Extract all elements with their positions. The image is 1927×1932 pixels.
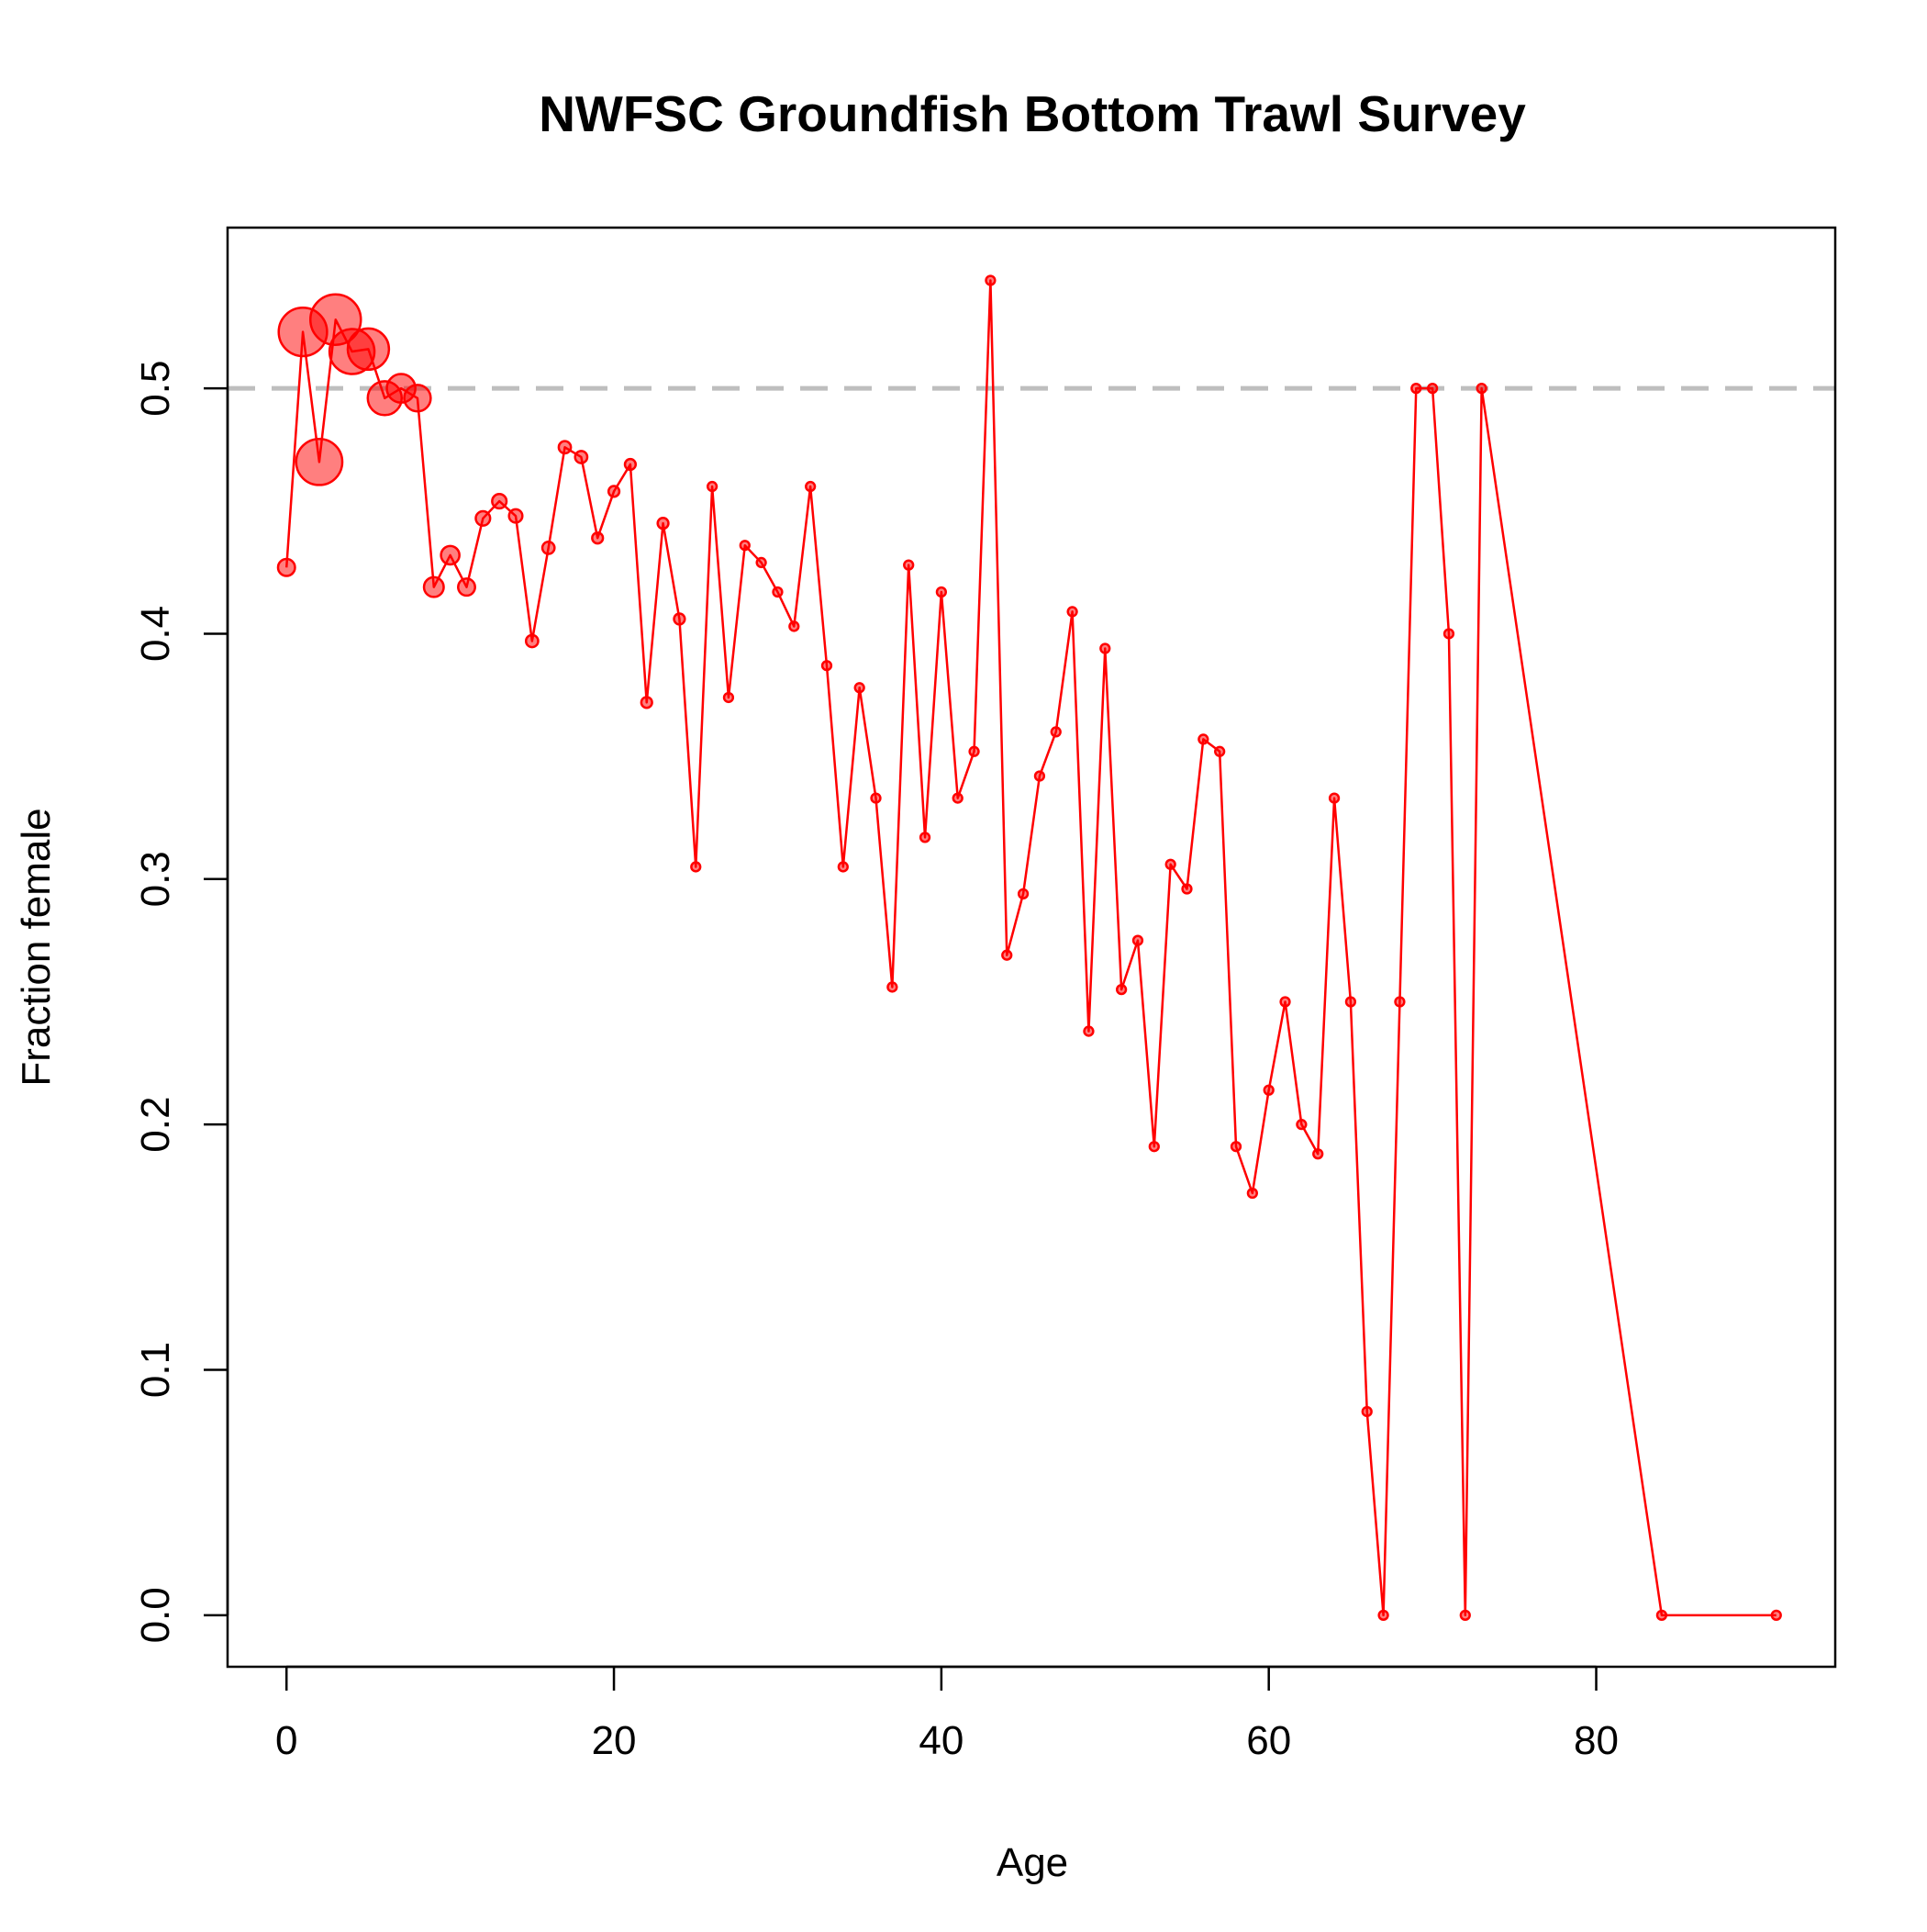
data-point — [805, 480, 817, 493]
data-point — [1296, 1119, 1308, 1131]
data-point — [276, 557, 296, 577]
data-point — [1181, 883, 1193, 895]
data-point — [1361, 1405, 1373, 1418]
data-point — [690, 861, 702, 873]
data-point — [491, 493, 508, 510]
data-point — [1066, 606, 1078, 618]
series-line — [284, 279, 1777, 1617]
data-point — [1263, 1084, 1275, 1096]
x-tick-label: 60 — [1246, 1718, 1291, 1763]
data-point — [820, 660, 833, 672]
data-point — [1279, 996, 1291, 1008]
data-point — [1214, 745, 1226, 757]
data-point — [440, 544, 461, 566]
y-tick-label: 0.4 — [133, 606, 178, 662]
data-point — [591, 531, 605, 545]
x-axis-label: Age — [997, 1840, 1068, 1885]
data-point — [1230, 1141, 1242, 1153]
data-point — [403, 384, 432, 413]
data-point — [722, 691, 735, 704]
data-point — [1017, 888, 1030, 899]
data-point — [1083, 1025, 1095, 1037]
data-point — [295, 437, 344, 486]
x-tick-label: 20 — [592, 1718, 637, 1763]
data-point — [755, 556, 767, 569]
data-point — [1115, 983, 1128, 996]
data-point — [456, 577, 476, 597]
data-point — [739, 540, 751, 552]
data-point — [1377, 1609, 1389, 1621]
data-point — [474, 509, 492, 527]
x-tick-label: 80 — [1574, 1718, 1619, 1763]
y-tick-label: 0.5 — [133, 361, 178, 417]
data-point — [557, 440, 573, 455]
data-point — [1476, 382, 1487, 395]
data-point — [1328, 792, 1341, 804]
data-point — [1655, 1609, 1668, 1621]
data-point — [706, 480, 718, 493]
data-point — [772, 586, 784, 598]
data-point — [1131, 934, 1144, 946]
data-point — [788, 620, 800, 632]
x-tick-label: 40 — [919, 1718, 964, 1763]
y-tick-label: 0.3 — [133, 851, 178, 907]
x-tick-label: 0 — [275, 1718, 297, 1763]
data-point — [1033, 770, 1046, 782]
data-point — [1344, 996, 1357, 1008]
data-point — [507, 508, 524, 524]
data-point — [1050, 726, 1062, 738]
data-point — [853, 682, 865, 694]
data-point — [903, 559, 915, 571]
data-point — [1770, 1609, 1782, 1621]
data-point — [540, 541, 556, 555]
data-point — [870, 792, 882, 804]
data-point — [346, 327, 391, 372]
data-point — [524, 633, 540, 649]
data-point — [952, 792, 964, 804]
data-point — [1410, 382, 1422, 395]
data-point — [985, 274, 997, 286]
y-tick-label: 0.1 — [133, 1342, 178, 1398]
data-point — [968, 745, 980, 757]
y-axis-label: Fraction female — [14, 808, 59, 1086]
data-point — [935, 586, 948, 598]
chart-title: NWFSC Groundfish Bottom Trawl Survey — [539, 85, 1526, 142]
data-point — [1459, 1609, 1471, 1621]
data-point — [623, 457, 638, 472]
data-point — [1164, 858, 1176, 870]
data-point — [640, 696, 653, 709]
data-point — [1197, 733, 1209, 745]
plot-frame — [226, 226, 1837, 1669]
data-point — [1148, 1141, 1160, 1153]
data-point — [919, 832, 931, 843]
data-point — [656, 517, 670, 530]
y-tick-label: 0.2 — [133, 1097, 178, 1153]
data-point — [1442, 628, 1455, 640]
y-tick-label: 0.0 — [133, 1587, 178, 1643]
data-point — [1426, 382, 1439, 395]
data-point — [1246, 1187, 1258, 1200]
data-point — [607, 485, 621, 498]
data-point — [1312, 1148, 1324, 1160]
data-point — [886, 981, 898, 993]
data-point — [422, 575, 445, 598]
data-point — [673, 612, 686, 626]
data-point — [1001, 949, 1013, 961]
data-point — [1099, 642, 1111, 654]
data-point — [837, 861, 849, 873]
data-point — [574, 450, 589, 464]
data-point — [1394, 996, 1406, 1008]
